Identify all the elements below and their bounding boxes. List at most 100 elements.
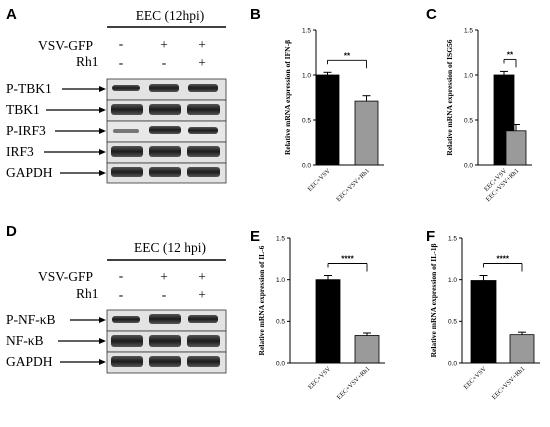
- panel-a-sign: -: [119, 55, 124, 70]
- bar: [354, 335, 380, 364]
- panel-a-treatment-label-rh1: Rh1: [76, 54, 99, 69]
- y-tick-label: 0.5: [302, 117, 311, 124]
- panel-d-western-blot: D EEC (12 hpi) VSV-GFP - + + Rh1 - - + P…: [6, 223, 227, 374]
- y-tick-label: 1.5: [464, 27, 473, 34]
- y-tick-label: 1.5: [448, 235, 457, 242]
- blot-band: [111, 167, 143, 177]
- panel-c-letter: C: [426, 6, 437, 23]
- bar: [315, 279, 341, 364]
- x-category-label: EEC+VSV+Rh1: [336, 365, 372, 401]
- panel-f-letter: F: [426, 228, 435, 245]
- panel-b-y-axis-label: Relative mRNA expression of IFN-β: [283, 40, 292, 155]
- blot-band: [113, 129, 139, 133]
- blot-arrow-head: [99, 170, 106, 176]
- blot-band: [187, 335, 220, 347]
- blot-band: [188, 127, 218, 134]
- bar: [505, 130, 527, 166]
- blot-row-irf3: IRF3: [6, 141, 227, 164]
- blot-band: [149, 356, 181, 367]
- panel-a-sign: -: [162, 55, 167, 70]
- blot-label: P-IRF3: [6, 123, 46, 138]
- blot-band: [111, 356, 143, 367]
- blot-band: [187, 104, 220, 115]
- blot-band: [149, 84, 179, 92]
- panel-b-letter: B: [250, 6, 261, 23]
- y-tick-label: 1.0: [448, 277, 457, 284]
- bar: [354, 100, 379, 166]
- panel-d-sign: +: [198, 287, 206, 302]
- panel-e-y-axis-label: Relative mRNA expression of IL-6: [257, 245, 266, 355]
- blot-arrow-head: [99, 149, 106, 155]
- blot-arrow-head: [99, 128, 106, 134]
- y-tick-label: 0.0: [464, 162, 473, 169]
- panel-d-sign: +: [160, 269, 168, 284]
- panel-a-header: EEC (12hpi): [136, 8, 205, 23]
- blot-band: [149, 126, 181, 134]
- panel-a-sign: +: [160, 37, 168, 52]
- x-category-label: EEC+VSV+Rh1: [335, 167, 371, 203]
- blot-band: [111, 104, 143, 115]
- y-tick-label: 0.0: [302, 162, 311, 169]
- x-category-label: EEC+VSV: [306, 167, 332, 193]
- significance-marker: ****: [341, 255, 354, 264]
- blot-arrow-head: [99, 107, 106, 113]
- panel-a-sign: -: [119, 36, 124, 51]
- x-category-label: EEC+VSV: [307, 365, 333, 391]
- y-tick-label: 0.5: [276, 319, 285, 326]
- blot-row-p-nf-kb: P-NF-κB: [6, 309, 227, 332]
- panel-d-sign: +: [198, 269, 206, 284]
- panel-a-western-blot: A EEC (12hpi) VSV-GFP - + + Rh1 - - + P-…: [6, 6, 227, 184]
- blot-label: P-NF-κB: [6, 312, 56, 327]
- blot-arrow-head: [99, 359, 106, 365]
- blot-band: [187, 146, 220, 157]
- panel-a-letter: A: [6, 6, 17, 23]
- y-tick-label: 1.5: [302, 27, 311, 34]
- blot-band: [149, 146, 181, 157]
- panel-d-letter: D: [6, 223, 17, 240]
- x-category-label: EEC+VSV: [462, 365, 488, 391]
- blot-band: [112, 316, 140, 323]
- blot-label: P-TBK1: [6, 81, 52, 96]
- panel-d-sign: -: [162, 287, 167, 302]
- blot-band: [187, 167, 220, 177]
- blot-band: [149, 314, 181, 324]
- blot-band: [188, 315, 218, 323]
- blot-arrow-head: [99, 86, 106, 92]
- blot-band: [111, 335, 143, 347]
- bar-chart-panels: B 0.0 0.5 1.0 1.5 Relative mRNA expression of…: [250, 6, 540, 401]
- x-category-label: EEC+VSV+Rh1: [491, 365, 527, 401]
- blot-band: [111, 146, 143, 157]
- panel-a-sign: +: [198, 55, 206, 70]
- blot-arrow-head: [99, 317, 106, 323]
- significance-marker: **: [507, 50, 514, 59]
- blot-row-tbk1: TBK1: [6, 99, 227, 122]
- blot-band: [149, 335, 181, 347]
- panel-d-treatment-label-rh1: Rh1: [76, 286, 99, 301]
- blot-band: [187, 356, 220, 367]
- blot-label: IRF3: [6, 144, 34, 159]
- panel-d-treatment-label-vsv: VSV-GFP: [38, 269, 93, 284]
- y-tick-label: 0.0: [276, 360, 285, 367]
- blot-row-p-irf3: P-IRF3: [6, 120, 227, 143]
- y-tick-label: 1.5: [276, 235, 285, 242]
- blot-label: GAPDH: [6, 165, 53, 180]
- y-tick-label: 0.0: [448, 360, 457, 367]
- panel-a-treatment-label-vsv: VSV-GFP: [38, 38, 93, 53]
- panel-c-y-axis-label: Relative mRNA expression of ISG56: [445, 39, 454, 155]
- panel-d-sign: -: [119, 287, 124, 302]
- blot-arrow-head: [99, 338, 106, 344]
- y-tick-label: 1.0: [276, 277, 285, 284]
- blot-label: TBK1: [6, 102, 40, 117]
- panel-e-letter: E: [250, 228, 260, 245]
- blot-label: NF-κB: [6, 333, 44, 348]
- blot-band: [188, 84, 218, 92]
- panel-a-sign: +: [198, 37, 206, 52]
- bar: [315, 74, 340, 166]
- y-tick-label: 0.5: [448, 319, 457, 326]
- blot-row-nf-kb: NF-κB: [6, 330, 227, 353]
- blot-label: GAPDH: [6, 354, 53, 369]
- bar: [509, 334, 535, 364]
- panel-f-y-axis-label: Relative mRNA expression of IL-1β: [429, 244, 438, 358]
- blot-row-gapdh: GAPDH: [6, 162, 227, 184]
